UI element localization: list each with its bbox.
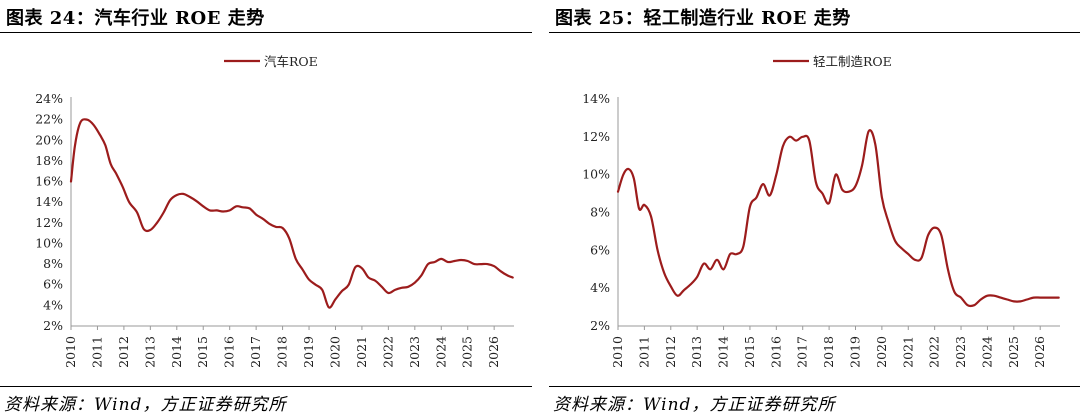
- figure-title: 图表 25：轻工制造行业 ROE 走势: [555, 8, 851, 29]
- x-tick-label: 2022: [380, 336, 395, 368]
- y-tick-label: 16%: [35, 174, 63, 189]
- x-tick-label: 2020: [874, 336, 889, 368]
- x-tick-label: 2024: [979, 336, 994, 368]
- x-tick-label: 2019: [301, 336, 316, 368]
- y-tick-label: 22%: [35, 112, 63, 127]
- x-tick-label: 2022: [927, 336, 942, 368]
- x-tick-label: 2014: [716, 336, 731, 368]
- auto-roe-line-chart: 汽车ROE 2% 4% 6% 8% 10% 12% 14% 16% 18% 20% 22% 24% 201…: [35, 54, 514, 368]
- legend-label: 轻工制造ROE: [813, 54, 892, 69]
- x-tick-label: 2021: [354, 336, 369, 368]
- x-tick-label: 2018: [275, 336, 290, 368]
- source-rule: [549, 386, 1080, 387]
- source-note: 资料来源：Wind，方正证券研究所: [553, 395, 836, 415]
- x-tick-label: 2025: [460, 336, 475, 368]
- x-tick-label: 2020: [327, 336, 342, 368]
- legend: 汽车ROE: [224, 54, 318, 69]
- source-note: 资料来源：Wind，方正证券研究所: [4, 395, 287, 415]
- x-tick-label: 2012: [116, 336, 131, 368]
- y-tick-label: 20%: [35, 132, 63, 147]
- y-tick-label: 12%: [35, 215, 63, 230]
- chart-panel-auto: 图表 24：汽车行业 ROE 走势 汽车ROE 2% 4% 6% 8% 10% 12% 14%…: [0, 0, 532, 417]
- y-tick-label: 4%: [43, 297, 63, 312]
- y-tick-label: 4%: [590, 280, 610, 295]
- x-tick-label: 2026: [486, 336, 501, 368]
- x-tick-label: 2025: [1006, 336, 1021, 368]
- y-tick-label: 10%: [582, 167, 610, 182]
- y-tick-label: 24%: [35, 91, 63, 106]
- x-tick-label: 2015: [742, 336, 757, 368]
- x-tick-label: 2019: [847, 336, 862, 368]
- x-tick-label: 2012: [663, 336, 678, 368]
- y-tick-label: 12%: [582, 129, 610, 144]
- chart-panel-light-industry: 图表 25：轻工制造行业 ROE 走势 轻工制造ROE 2% 4% 6% 8% 10% 12…: [549, 0, 1080, 417]
- light-industry-roe-line-chart: 轻工制造ROE 2% 4% 6% 8% 10% 12% 14% 2010 2011 2012 2013…: [582, 54, 1060, 368]
- x-tick-label: 2014: [169, 336, 184, 368]
- x-tick-label: 2023: [407, 336, 422, 368]
- y-tick-label: 10%: [35, 235, 63, 250]
- y-tick-label: 14%: [582, 91, 610, 106]
- x-tick-label: 2011: [636, 336, 651, 368]
- x-tick-label: 2010: [610, 336, 625, 368]
- x-tick-label: 2017: [795, 336, 810, 368]
- x-tick-label: 2010: [63, 336, 78, 368]
- y-tick-label: 2%: [43, 318, 63, 333]
- y-tick-label: 6%: [43, 277, 63, 292]
- title-rule: [549, 32, 1080, 33]
- y-tick-label: 2%: [590, 318, 610, 333]
- x-tick-label: 2015: [195, 336, 210, 368]
- source-rule: [0, 386, 532, 387]
- x-tick-label: 2017: [248, 336, 263, 368]
- series-line: [616, 129, 1060, 308]
- figure-title: 图表 24：汽车行业 ROE 走势: [6, 8, 265, 29]
- x-tick-label: 2024: [433, 336, 448, 368]
- y-tick-label: 14%: [35, 194, 63, 209]
- x-tick-label: 2016: [768, 336, 783, 368]
- x-tick-label: 2026: [1032, 336, 1047, 368]
- x-tick-label: 2016: [222, 336, 237, 368]
- x-tick-label: 2021: [900, 336, 915, 368]
- legend: 轻工制造ROE: [773, 54, 892, 69]
- x-tick-label: 2013: [689, 336, 704, 368]
- x-tick-label: 2013: [142, 336, 157, 368]
- y-tick-label: 18%: [35, 153, 63, 168]
- x-tick-label: 2011: [89, 336, 104, 368]
- x-tick-label: 2018: [821, 336, 836, 368]
- title-rule: [0, 32, 532, 33]
- y-tick-label: 6%: [590, 242, 610, 257]
- x-tick-label: 2023: [953, 336, 968, 368]
- y-tick-label: 8%: [43, 256, 63, 271]
- y-tick-label: 8%: [590, 205, 610, 220]
- series-line: [69, 118, 514, 309]
- legend-label: 汽车ROE: [264, 54, 318, 69]
